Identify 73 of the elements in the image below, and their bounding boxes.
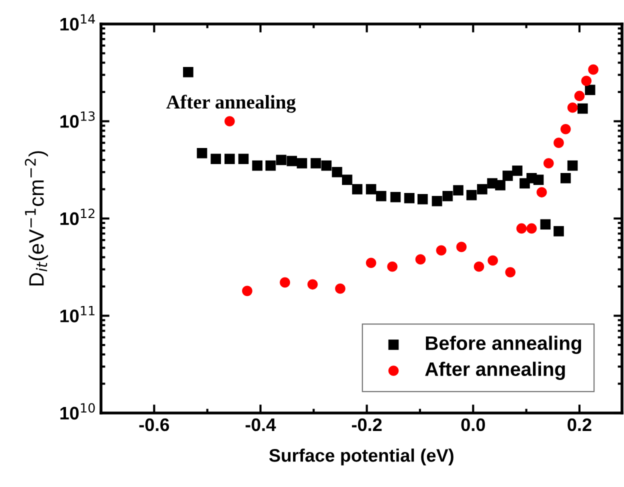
point xyxy=(533,174,544,185)
point xyxy=(352,184,362,194)
point xyxy=(560,124,571,134)
point xyxy=(436,245,446,256)
point xyxy=(526,223,537,234)
point xyxy=(210,154,221,164)
annotation: After annealing xyxy=(166,94,296,113)
point xyxy=(321,160,332,171)
point xyxy=(536,187,547,198)
point xyxy=(554,138,564,148)
legend-label: Before annealing xyxy=(426,336,582,354)
point xyxy=(242,286,252,296)
x-tick-label: 0.0 xyxy=(461,418,485,432)
point xyxy=(505,267,516,278)
point xyxy=(516,223,527,234)
point xyxy=(196,148,208,158)
point xyxy=(265,160,276,171)
x-tick-label: -0.2 xyxy=(352,418,382,432)
point xyxy=(224,116,235,126)
x-axis-title: Surface potential (eV) xyxy=(269,448,454,466)
point xyxy=(387,261,398,272)
point xyxy=(432,196,442,206)
point xyxy=(376,190,386,202)
point xyxy=(183,66,194,78)
point xyxy=(307,279,318,290)
point xyxy=(310,158,321,168)
point xyxy=(453,185,464,196)
point xyxy=(296,158,308,168)
point xyxy=(543,158,554,168)
point xyxy=(280,277,290,288)
point xyxy=(560,172,571,184)
point xyxy=(474,261,484,272)
y-axis-title: D$_{it}$(eV$^{−1}$cm$^{−2}$) xyxy=(24,151,48,286)
point xyxy=(477,184,488,194)
point xyxy=(495,180,506,190)
point xyxy=(567,160,578,171)
point xyxy=(584,84,596,96)
point xyxy=(502,170,513,181)
y-tick-label: 10$^{11}$ xyxy=(60,306,94,322)
y-tick-label: 10$^{13}$ xyxy=(60,111,95,128)
point xyxy=(488,255,498,266)
point xyxy=(512,166,522,176)
point xyxy=(252,160,262,171)
y-tick-label: 10$^{10}$ xyxy=(60,403,95,420)
point xyxy=(276,154,286,166)
point xyxy=(540,219,551,230)
point xyxy=(390,192,401,202)
point xyxy=(224,154,235,164)
point xyxy=(286,156,298,166)
point xyxy=(415,254,426,265)
point xyxy=(404,192,414,204)
y-tick-label: 10$^{14}$ xyxy=(60,14,95,31)
x-tick-label: -0.6 xyxy=(139,418,170,432)
point xyxy=(442,190,453,202)
point xyxy=(417,194,428,204)
point xyxy=(238,154,249,164)
point xyxy=(578,103,588,114)
point xyxy=(332,166,342,178)
legend-label: After annealing xyxy=(425,362,565,380)
y-tick-label: 10$^{12}$ xyxy=(60,208,94,226)
point xyxy=(554,226,564,236)
point xyxy=(456,242,467,252)
point xyxy=(366,258,376,268)
point xyxy=(342,174,352,185)
point xyxy=(335,283,346,294)
point xyxy=(567,102,578,113)
x-tick-label: 0.2 xyxy=(568,418,592,432)
x-tick-label: -0.4 xyxy=(246,418,276,432)
point xyxy=(574,90,585,102)
point xyxy=(366,184,376,194)
point xyxy=(588,64,598,75)
point xyxy=(466,190,477,200)
point xyxy=(581,76,592,86)
